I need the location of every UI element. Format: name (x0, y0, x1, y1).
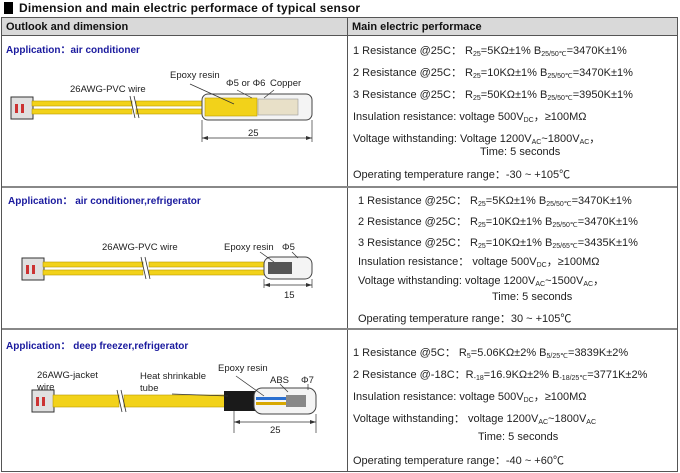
sensor-3-drawing (31, 375, 317, 433)
page-title: Dimension and main electric performace o… (19, 1, 361, 15)
row2-application: Application： air conditioner,refrigerato… (8, 196, 201, 207)
title-bar: Dimension and main electric performace o… (0, 0, 680, 17)
row3-wire-label-1: 26AWG-jacket (37, 370, 98, 381)
row1-spec-voltage: Voltage withstanding: Voltage 1200VAC~18… (353, 133, 601, 146)
row3-wire-label-2: wire (37, 382, 55, 393)
row1-wire-a (31, 100, 133, 107)
row1-resin-label: Epoxy resin (170, 70, 220, 81)
header-electric: Main electric performace (348, 18, 677, 36)
column-divider (347, 18, 348, 471)
row1-diameter-label: Φ5 or Φ6 (226, 78, 266, 89)
row3-spec-insulation: Insulation resistance: voltage 500VDC，≥1… (353, 391, 587, 404)
row-divider-1 (2, 186, 677, 188)
row3-shrink-label-2: tube (140, 383, 159, 394)
row2-wire-b (42, 269, 144, 276)
row1-spec-insulation: Insulation resistance: voltage 500VDC，≥1… (353, 111, 587, 124)
row1-wire-b (31, 108, 133, 115)
row1-spec-time: Time: 5 seconds (480, 146, 561, 158)
row1-spec-temp: Operating temperature range：-30 ~ +105℃ (353, 169, 571, 181)
row1-spec-r3: 3 Resistance @25C： R25=50KΩ±1% B25/50℃=3… (353, 89, 633, 102)
row1-spec-r2: 2 Resistance @25C： R25=10KΩ±1% B25/50℃=3… (353, 67, 633, 80)
row1-length-label: 25 (248, 128, 259, 139)
row2-spec-insulation: Insulation resistance： voltage 500VDC，≥1… (358, 256, 600, 269)
title-marker (4, 2, 13, 14)
row2-spec-voltage: Voltage withstanding: voltage 1200VAC~15… (358, 275, 605, 288)
row3-abs-label: ABS (270, 375, 290, 386)
row3-diameter-label: Φ7 (301, 375, 314, 386)
row1-spec-r1: 1 Resistance @25C： R25=5KΩ±1% B25/50℃=34… (353, 45, 627, 58)
row-divider-2 (2, 328, 677, 330)
row1-wire-label: 26AWG-PVC wire (70, 84, 146, 95)
row2-spec-r3: 3 Resistance @25C： R25=10KΩ±1% B25/65℃=3… (358, 237, 638, 250)
row2-spec-time: Time: 5 seconds (492, 291, 573, 303)
row3-spec-r1: 1 Resistance @5C： R5=5.06KΩ±2% B5/25℃=38… (353, 347, 629, 360)
row3-shrink-label-1: Heat shrinkable (140, 371, 207, 382)
row2-wire-a (42, 261, 144, 268)
row3-jacket-wire (52, 394, 120, 408)
row2-spec-temp: Operating temperature range：30 ~ +105℃ (358, 313, 572, 325)
sensor-drawings (10, 83, 317, 433)
row2-spec-r2: 2 Resistance @25C： R25=10KΩ±1% B25/50℃=3… (358, 216, 638, 229)
sensor-1-drawing (10, 83, 313, 142)
row3-spec-r2: 2 Resistance @-18C：R-18=16.9KΩ±2% B-18/2… (353, 369, 648, 382)
row3-resin-label: Epoxy resin (218, 363, 268, 374)
row3-spec-temp: Operating temperature range：-40 ~ +60℃ (353, 455, 564, 467)
row3-application: Application： deep freezer,refrigerator (6, 341, 189, 352)
row1-copper-label: Copper (270, 78, 302, 89)
row2-spec-r1: 1 Resistance @25C： R25=5KΩ±1% B25/50℃=34… (358, 195, 632, 208)
row3-length-label: 25 (270, 425, 281, 436)
row2-wire-label: 26AWG-PVC wire (102, 242, 178, 253)
row3-shrink-tube (224, 391, 256, 411)
row3-abs-shell (253, 387, 317, 415)
row3-spec-voltage: Voltage withstanding： voltage 1200VAC~18… (353, 413, 597, 426)
header-outlook: Outlook and dimension (2, 18, 347, 36)
row2-diameter-label: Φ5 (282, 242, 295, 253)
row2-length-label: 15 (284, 290, 295, 301)
row2-resin-label: Epoxy resin (224, 242, 274, 253)
sensor-2-drawing (21, 251, 313, 288)
row3-spec-time: Time: 5 seconds (478, 431, 559, 443)
row1-application: Application：air conditioner (6, 45, 140, 56)
spec-table: Outlook and dimension Main electric perf… (1, 17, 678, 472)
